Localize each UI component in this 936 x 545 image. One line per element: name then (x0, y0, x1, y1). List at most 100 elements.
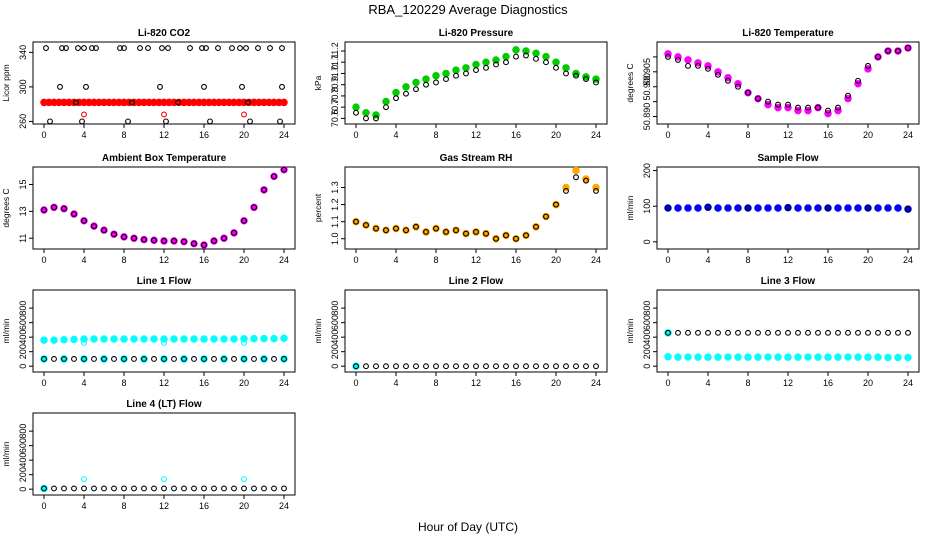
data-point (815, 329, 821, 336)
data-point (553, 363, 559, 370)
data-point (141, 236, 147, 243)
data-point (51, 355, 57, 362)
data-point (150, 335, 158, 343)
y-tick-label: 260 (18, 114, 28, 129)
x-tick-label: 16 (511, 130, 521, 140)
data-point (553, 201, 559, 208)
data-point (542, 52, 550, 61)
data-point (239, 83, 245, 90)
data-point (443, 76, 449, 83)
data-point (279, 45, 285, 51)
data-point (483, 363, 489, 370)
data-point (229, 45, 235, 51)
data-point (573, 174, 579, 181)
data-point (120, 335, 128, 343)
data-point (245, 99, 251, 106)
data-point (60, 335, 68, 344)
x-tick-label: 16 (199, 378, 209, 388)
data-point (774, 353, 782, 361)
panel-pressure: Li-820 PressurekPa70.670.770.870.971.071… (313, 28, 608, 140)
panel-title: Li-820 Pressure (439, 28, 514, 39)
data-point (241, 340, 247, 346)
data-point (57, 83, 63, 90)
data-point (593, 187, 599, 194)
x-tick-label: 0 (353, 255, 358, 265)
data-point (533, 363, 539, 370)
data-point (131, 355, 137, 362)
data-point (71, 211, 77, 217)
data-point (413, 363, 419, 370)
y-tick-label: 300 (18, 79, 28, 94)
data-point (145, 45, 151, 51)
panel-ylabel: ml/min (625, 195, 635, 220)
data-point (403, 227, 409, 234)
x-tick-label: 16 (199, 255, 209, 265)
data-point (201, 485, 207, 492)
data-point (130, 335, 138, 343)
x-tick-label: 12 (159, 255, 169, 265)
data-point (117, 45, 123, 51)
data-point (804, 353, 812, 361)
x-tick-label: 0 (665, 378, 670, 388)
data-point (101, 355, 107, 362)
data-point (157, 83, 163, 90)
data-point (151, 237, 157, 244)
data-point (572, 166, 580, 175)
data-point (83, 83, 89, 90)
data-point (785, 204, 791, 211)
x-tick-label: 20 (863, 130, 873, 140)
data-point (131, 485, 137, 492)
y-tick-label: 70.9 (330, 76, 340, 94)
y-tick-label: 800 (18, 424, 28, 439)
x-tick-label: 16 (823, 255, 833, 265)
y-tick-label: 11 (18, 234, 28, 243)
data-point (864, 353, 872, 361)
data-point (163, 118, 169, 125)
x-tick-label: 12 (783, 255, 793, 265)
x-tick-label: 12 (471, 130, 481, 140)
data-point (704, 353, 712, 361)
data-point (664, 353, 672, 361)
data-point (125, 118, 131, 125)
data-point (835, 329, 841, 336)
data-point (665, 53, 671, 60)
data-point (433, 225, 439, 232)
data-point (533, 223, 539, 230)
data-point (462, 64, 470, 72)
data-point (161, 485, 167, 492)
series-cyan-circles (81, 340, 247, 346)
data-point (362, 109, 370, 117)
data-point (423, 81, 429, 88)
x-tick-label: 0 (41, 130, 46, 140)
data-point (433, 363, 439, 370)
data-point (463, 230, 469, 237)
panel-frame (344, 289, 608, 373)
x-tick-label: 0 (41, 255, 46, 265)
panel-ylabel: degrees C (625, 63, 635, 102)
data-point (503, 232, 509, 239)
data-point (735, 329, 741, 336)
data-point (353, 218, 359, 225)
x-tick-label: 4 (81, 130, 86, 140)
data-point (200, 335, 208, 343)
data-point (129, 99, 135, 106)
data-point (161, 355, 167, 362)
panel-title: Sample Flow (757, 153, 818, 164)
data-point (171, 237, 177, 244)
data-point (825, 329, 831, 336)
data-point (211, 355, 217, 362)
y-tick-label: 0 (18, 364, 28, 369)
data-point (161, 111, 167, 118)
data-point (765, 98, 771, 105)
data-point (714, 204, 722, 212)
data-point (824, 353, 832, 361)
x-tick-label: 12 (159, 501, 169, 511)
data-point (171, 355, 177, 362)
data-point (161, 476, 167, 482)
data-point (271, 355, 277, 362)
y-tick-label: 70.7 (330, 98, 340, 116)
data-point (91, 223, 97, 230)
data-point (241, 355, 247, 362)
series-reference (353, 174, 599, 242)
data-point (593, 363, 599, 370)
